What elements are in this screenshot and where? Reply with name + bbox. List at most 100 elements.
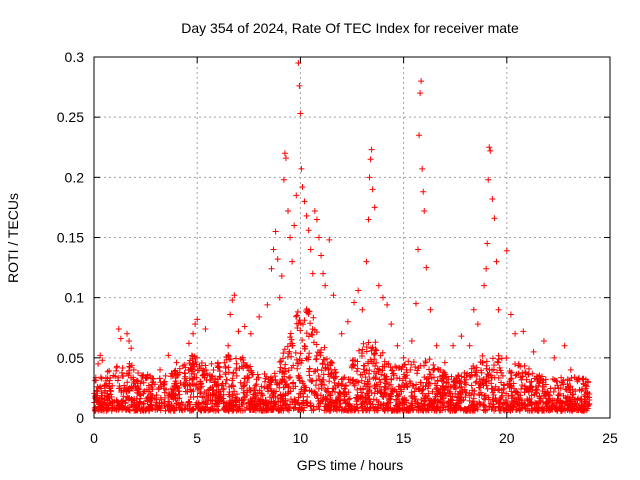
data-point bbox=[469, 407, 476, 414]
data-point bbox=[469, 402, 476, 409]
data-point bbox=[354, 391, 361, 398]
data-point bbox=[318, 367, 325, 374]
data-point bbox=[271, 373, 278, 380]
data-point bbox=[211, 403, 218, 410]
data-point bbox=[527, 399, 534, 406]
data-point bbox=[425, 379, 432, 386]
data-point bbox=[507, 369, 514, 376]
data-point bbox=[487, 147, 494, 154]
data-point bbox=[271, 388, 278, 395]
data-point bbox=[430, 374, 437, 381]
data-point bbox=[383, 373, 390, 380]
data-point bbox=[427, 371, 434, 378]
data-point bbox=[276, 359, 283, 366]
data-point bbox=[294, 360, 301, 367]
data-point bbox=[229, 377, 236, 384]
data-point bbox=[253, 392, 260, 399]
data-point bbox=[403, 366, 410, 373]
data-point bbox=[144, 398, 151, 405]
data-point bbox=[461, 386, 468, 393]
data-point bbox=[448, 373, 455, 380]
data-point bbox=[371, 390, 378, 397]
data-point bbox=[478, 369, 485, 376]
data-point bbox=[470, 363, 477, 370]
data-point bbox=[120, 373, 127, 380]
data-point bbox=[461, 379, 468, 386]
data-point bbox=[483, 265, 490, 272]
data-point bbox=[456, 377, 463, 384]
x-tick-label: 20 bbox=[499, 430, 515, 446]
data-point bbox=[165, 402, 172, 409]
data-point bbox=[247, 406, 254, 413]
x-tick-labels: 0 5 10 15 20 25 bbox=[90, 430, 618, 446]
data-point bbox=[448, 396, 455, 403]
x-tick-label: 0 bbox=[90, 430, 98, 446]
data-point bbox=[426, 366, 433, 373]
data-point bbox=[585, 401, 592, 408]
data-point bbox=[530, 348, 537, 355]
data-point bbox=[146, 386, 153, 393]
data-point bbox=[472, 369, 479, 376]
data-point bbox=[327, 362, 334, 369]
data-point bbox=[95, 360, 102, 367]
data-point bbox=[315, 395, 322, 402]
data-point bbox=[578, 396, 585, 403]
data-point bbox=[194, 393, 201, 400]
data-point bbox=[301, 198, 308, 205]
data-point bbox=[172, 394, 179, 401]
data-point bbox=[507, 376, 514, 383]
data-point bbox=[408, 361, 415, 368]
data-point bbox=[426, 380, 433, 387]
data-point bbox=[305, 354, 312, 361]
data-point bbox=[264, 301, 271, 308]
data-point bbox=[296, 356, 303, 363]
data-point bbox=[508, 405, 515, 412]
data-point bbox=[293, 312, 300, 319]
data-point bbox=[546, 397, 553, 404]
data-point bbox=[294, 324, 301, 331]
data-point bbox=[426, 356, 433, 363]
data-point bbox=[297, 350, 304, 357]
data-point bbox=[111, 398, 118, 405]
data-point bbox=[178, 399, 185, 406]
data-point bbox=[182, 388, 189, 395]
data-point bbox=[539, 383, 546, 390]
data-point bbox=[478, 377, 485, 384]
data-point bbox=[202, 398, 209, 405]
data-point bbox=[424, 375, 431, 382]
data-point bbox=[429, 388, 436, 395]
data-point bbox=[282, 402, 289, 409]
data-point bbox=[124, 330, 131, 337]
data-point bbox=[325, 366, 332, 373]
data-point bbox=[274, 256, 281, 263]
data-point bbox=[509, 392, 516, 399]
data-point bbox=[368, 146, 375, 153]
data-point bbox=[473, 364, 480, 371]
data-point bbox=[512, 406, 519, 413]
data-point bbox=[491, 403, 498, 410]
data-point bbox=[434, 377, 441, 384]
data-point bbox=[521, 400, 528, 407]
data-point bbox=[265, 382, 272, 389]
data-point bbox=[310, 403, 317, 410]
data-point bbox=[126, 337, 133, 344]
data-point bbox=[276, 406, 283, 413]
data-point bbox=[176, 365, 183, 372]
data-point bbox=[393, 375, 400, 382]
data-point bbox=[412, 300, 419, 307]
data-point bbox=[112, 373, 119, 380]
data-point bbox=[523, 376, 530, 383]
data-point bbox=[233, 372, 240, 379]
data-point bbox=[542, 388, 549, 395]
data-point bbox=[332, 369, 339, 376]
data-point bbox=[420, 188, 427, 195]
data-point bbox=[514, 389, 521, 396]
data-point bbox=[142, 407, 149, 414]
data-point bbox=[402, 375, 409, 382]
data-point bbox=[141, 388, 148, 395]
data-point bbox=[182, 364, 189, 371]
data-point bbox=[315, 372, 322, 379]
data-point bbox=[299, 337, 306, 344]
data-point bbox=[97, 383, 104, 390]
